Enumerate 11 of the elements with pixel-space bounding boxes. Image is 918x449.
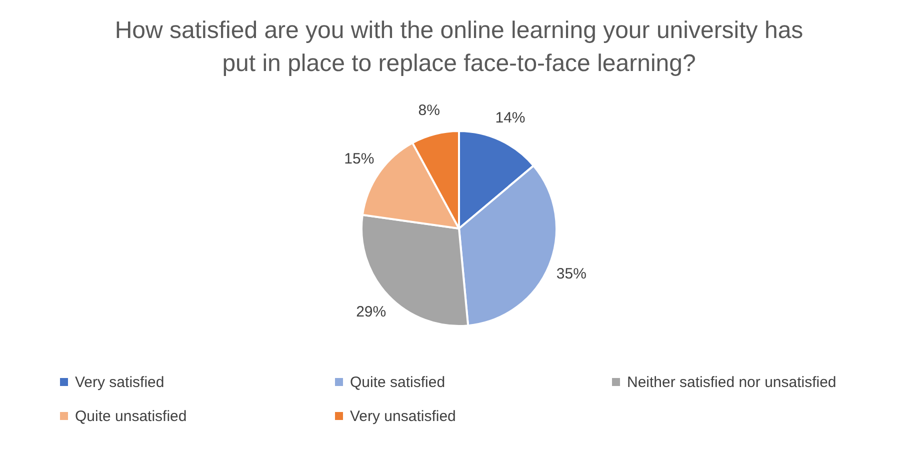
legend-label: Quite satisfied — [350, 374, 446, 391]
chart-title: How satisfied are you with the online learning your university has put in place to replace face-to-face learning? — [114, 16, 804, 79]
data-label: 35% — [556, 266, 586, 283]
legend-label: Very satisfied — [75, 374, 164, 391]
legend-label: Quite unsatisfied — [75, 408, 187, 425]
data-label: 8% — [418, 102, 440, 119]
legend-label: Neither satisfied nor unsatisfied — [627, 374, 836, 391]
data-label: 14% — [495, 109, 526, 126]
data-label: 15% — [344, 150, 374, 168]
data-label: 29% — [356, 304, 386, 321]
legend-label: Very unsatisfied — [350, 408, 456, 425]
